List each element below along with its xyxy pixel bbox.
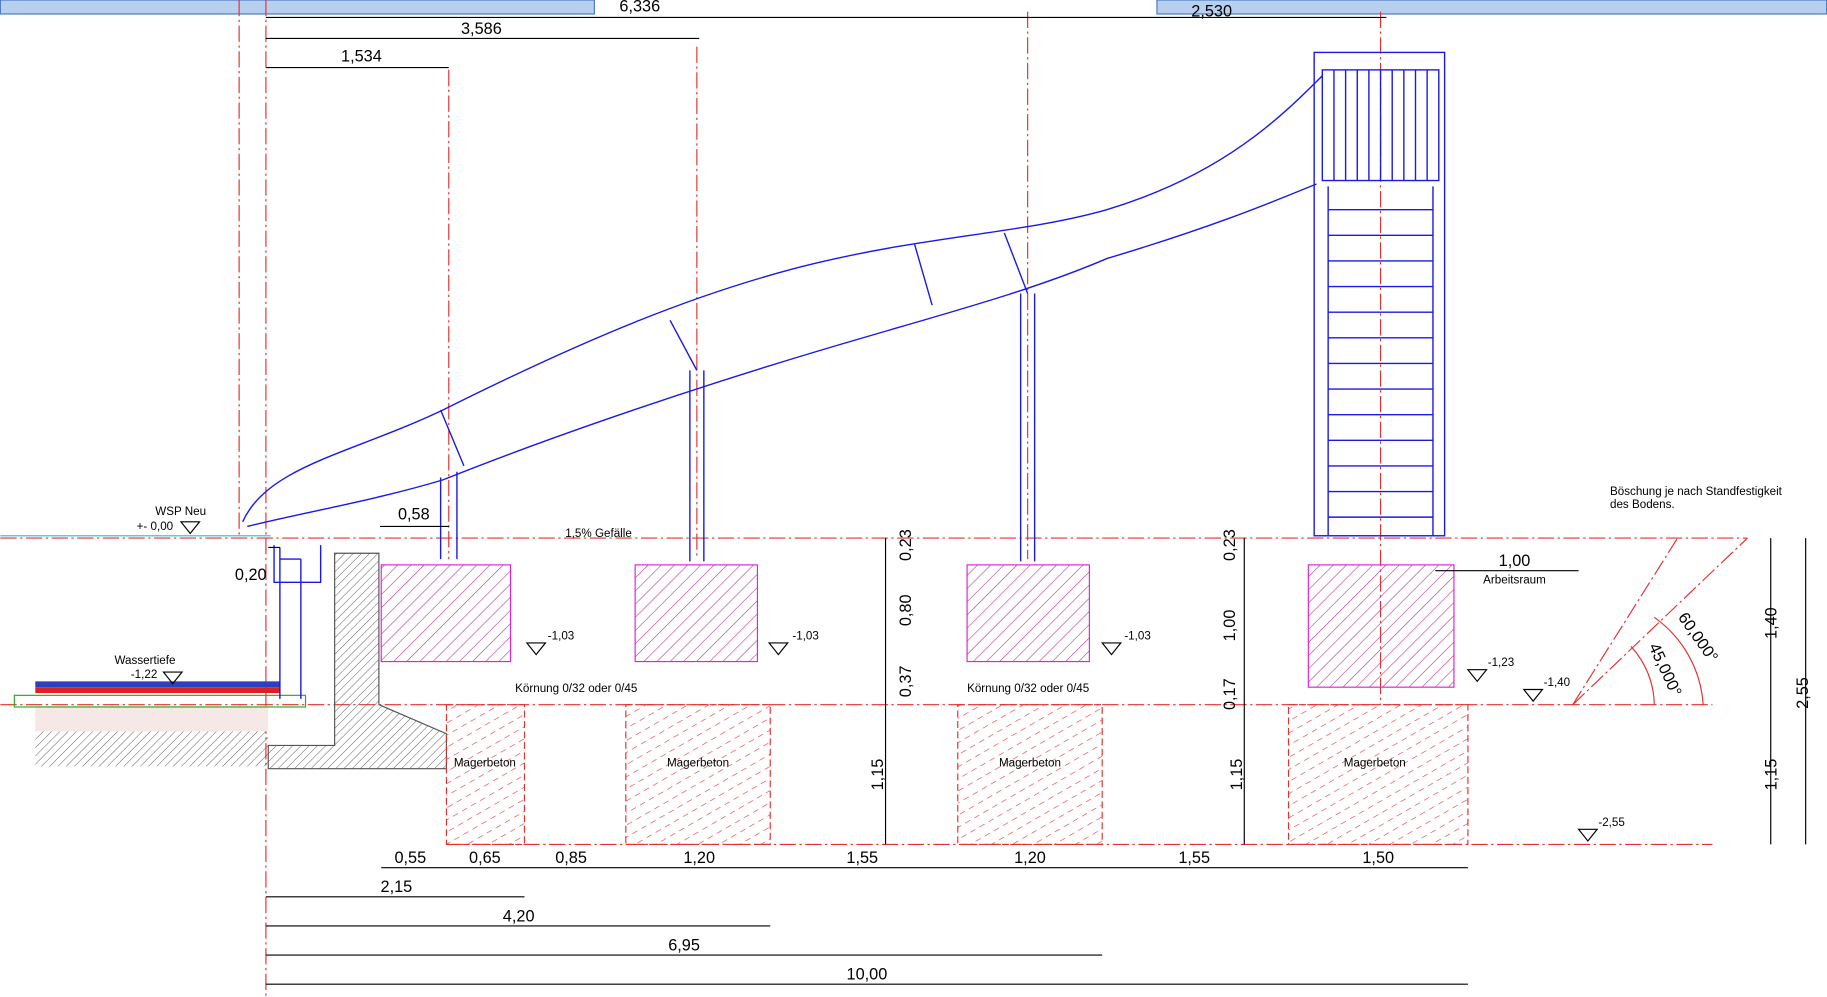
dimension-label: 1,50 bbox=[1362, 849, 1394, 867]
dimension-label: 0,55 bbox=[394, 849, 426, 867]
dimension-label: 1,20 bbox=[683, 849, 715, 867]
work-space-label: Arbeitsraum bbox=[1483, 574, 1546, 587]
dimension-label: 1,55 bbox=[1178, 849, 1210, 867]
dimension-label: 6,95 bbox=[668, 936, 700, 954]
dimension-label: 1,20 bbox=[1014, 849, 1046, 867]
drawing: 6,336 3,586 1,534 2,530 WSP Neu +- 0,00 … bbox=[0, 0, 1827, 997]
depth-label: Wassertiefe bbox=[115, 654, 176, 667]
level-label: -2,55 bbox=[1598, 816, 1625, 829]
concrete-label: Magerbeton bbox=[1344, 756, 1406, 769]
dimension-label: 1,55 bbox=[846, 849, 878, 867]
gravel-label: Körnung 0/32 oder 0/45 bbox=[515, 682, 637, 695]
angle-label: 60,000° bbox=[1674, 609, 1721, 666]
dimension-label: 0,80 bbox=[897, 594, 915, 626]
concrete-label: Magerbeton bbox=[999, 756, 1061, 769]
level-label: -1,03 bbox=[792, 629, 819, 642]
foundations bbox=[381, 565, 1454, 687]
dimension-label: 1,15 bbox=[1763, 759, 1781, 791]
dimension-label: 2,55 bbox=[1794, 677, 1812, 709]
dimension-label: 1,534 bbox=[341, 48, 382, 66]
water-label: WSP Neu bbox=[155, 505, 206, 518]
dimension-label: 0,23 bbox=[1221, 529, 1239, 561]
dimension-label: 10,00 bbox=[847, 966, 888, 984]
dimension-label: 2,15 bbox=[381, 878, 413, 896]
dimension-label: 6,336 bbox=[619, 0, 660, 16]
water-level: +- 0,00 bbox=[137, 520, 174, 533]
dimension-label: 0,58 bbox=[398, 505, 430, 523]
gutter bbox=[274, 545, 321, 699]
pool-base bbox=[35, 731, 268, 766]
page: {"top_dimensions":["6,336","3,586","1,53… bbox=[0, 0, 1827, 997]
dimension-label: 1,40 bbox=[1763, 607, 1781, 639]
angle-label: 45,000° bbox=[1645, 641, 1685, 700]
dimension-label: 1,00 bbox=[1499, 552, 1531, 570]
pool-gravel bbox=[35, 706, 268, 732]
dimension-label: 0,17 bbox=[1221, 678, 1239, 710]
lean-concrete-blocks bbox=[446, 705, 1467, 845]
dimension-label: 1,15 bbox=[869, 759, 887, 791]
level-label: -1,40 bbox=[1544, 676, 1571, 689]
dimension-label: 0,37 bbox=[897, 666, 915, 698]
depth-level: -1,22 bbox=[131, 668, 158, 681]
header-box bbox=[0, 0, 594, 14]
dimension-label: 3,586 bbox=[461, 20, 502, 38]
concrete-label: Magerbeton bbox=[667, 756, 729, 769]
slide bbox=[243, 76, 1323, 562]
note: des Bodens. bbox=[1610, 498, 1675, 511]
dimension-label: 0,23 bbox=[897, 529, 915, 561]
level-label: -1,23 bbox=[1488, 656, 1514, 669]
level-label: -1,03 bbox=[1124, 629, 1151, 642]
dimension-label: 2,530 bbox=[1191, 2, 1232, 20]
dimension-label: 1,15 bbox=[1228, 759, 1246, 791]
pool-layer bbox=[35, 687, 280, 693]
dimension-label: 4,20 bbox=[503, 907, 535, 925]
level-label: -1,03 bbox=[548, 629, 575, 642]
center-lines bbox=[0, 0, 1747, 997]
dimension-label: 0,65 bbox=[469, 849, 501, 867]
tower bbox=[1314, 52, 1444, 535]
pool-layer bbox=[35, 681, 280, 687]
dimension-label: 0,85 bbox=[555, 849, 587, 867]
concrete-label: Magerbeton bbox=[454, 756, 516, 769]
header-box bbox=[1157, 0, 1827, 14]
slope-label: 1,5% Gefälle bbox=[565, 527, 632, 540]
gravel-label: Körnung 0/32 oder 0/45 bbox=[967, 682, 1089, 695]
dimension-label: 0,20 bbox=[235, 566, 267, 584]
note: Böschung je nach Standfestigkeit bbox=[1610, 485, 1783, 498]
dimension-label: 1,00 bbox=[1221, 610, 1239, 642]
